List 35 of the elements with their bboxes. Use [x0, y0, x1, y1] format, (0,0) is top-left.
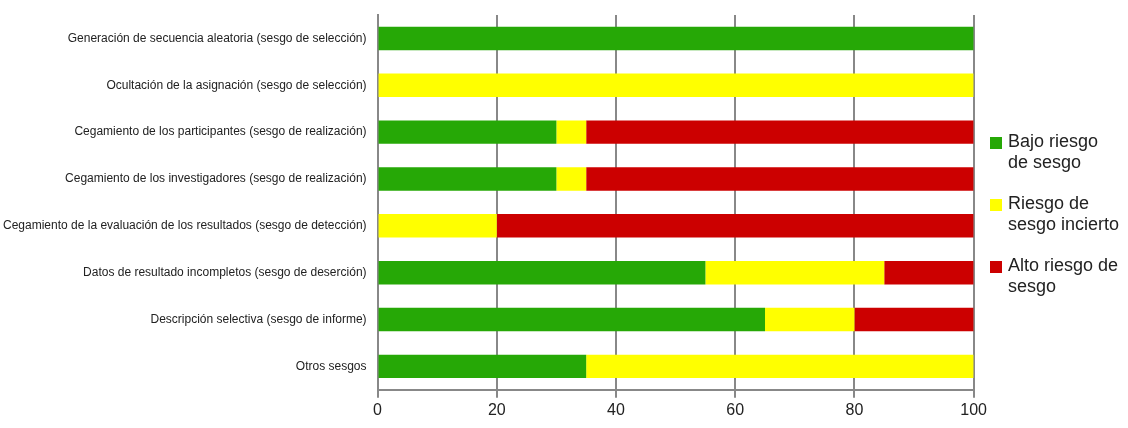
x-tick-label: 60: [726, 400, 745, 418]
x-tick-label: 20: [487, 400, 506, 418]
legend-label: Riesgo de sesgo incierto: [1008, 193, 1120, 235]
x-tick-label: 40: [607, 400, 625, 418]
y-tick-label: Descripción selectiva (sesgo de informe): [150, 311, 367, 326]
bar: [586, 120, 974, 144]
bar: [378, 354, 587, 379]
y-tick-label: Otros sesgos: [295, 358, 367, 373]
legend-label: Alto riesgo de sesgo: [1008, 255, 1120, 297]
bar: [378, 120, 557, 144]
y-tick-label: Cegamiento de la evaluación de los resultados (sesgo de detección): [2, 218, 367, 233]
y-tick-label: Cegamiento de los investigadores (sesgo de realización): [65, 171, 367, 186]
bar: [378, 167, 557, 191]
bar: [705, 260, 885, 285]
bar: [378, 26, 974, 51]
bar: [586, 354, 974, 379]
bar: [378, 307, 766, 332]
bar: [378, 73, 974, 97]
bar: [765, 307, 855, 332]
x-tick-label: 80: [845, 400, 864, 418]
y-tick-label: Ocultación de la asignación (sesgo de selección): [106, 77, 367, 92]
bar: [556, 120, 587, 144]
bar: [378, 214, 497, 238]
y-tick-label: Generación de secuencia aleatoria (sesgo de selección): [67, 30, 367, 45]
y-tick-label: Cegamiento de los participantes (sesgo de realización): [74, 124, 367, 139]
legend-label: Bajo riesgo de sesgo: [1008, 131, 1100, 173]
bar: [586, 167, 974, 191]
bar: [496, 214, 974, 238]
bar: [884, 260, 974, 285]
bar: [556, 167, 587, 191]
x-tick-label: 100: [960, 400, 988, 418]
bar: [378, 260, 706, 285]
bar: [854, 307, 974, 332]
y-tick-label: Datos de resultado incompletos (sesgo de deserción): [83, 264, 367, 279]
x-tick-label: 0: [373, 400, 383, 418]
